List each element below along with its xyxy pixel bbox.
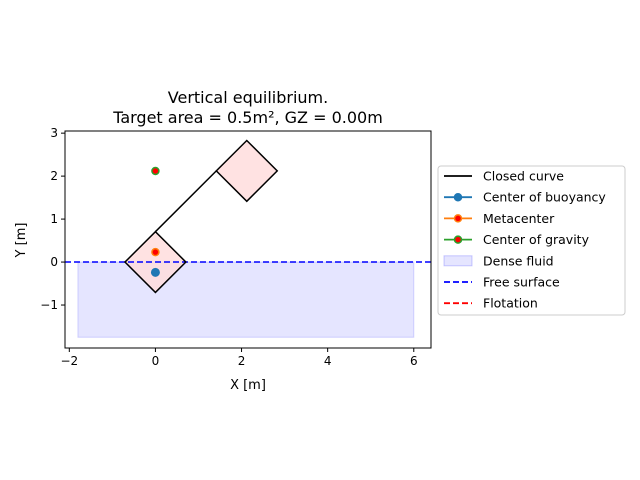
metacenter-point [151, 247, 160, 257]
connector-line [154, 170, 217, 233]
legend-entry: Center of gravity [444, 232, 590, 247]
legend-label: Closed curve [483, 169, 564, 184]
center-of-buoyancy-point [150, 267, 160, 277]
x-tick-label: 0 [152, 354, 160, 368]
legend-frame [437, 165, 626, 316]
plot-area [65, 139, 431, 338]
legend-label: Free surface [483, 275, 560, 290]
x-tick-label: 2 [238, 354, 246, 368]
y-tick-label: 2 [50, 169, 58, 183]
upper-diamond-fill [216, 140, 278, 202]
legend-label: Metacenter [483, 211, 555, 226]
center-of-gravity-point [151, 166, 160, 176]
y-axis-label: Y [m] [14, 223, 29, 259]
legend-entry: Closed curve [444, 169, 564, 184]
x-tick-label: 4 [324, 354, 332, 368]
legend-marker [453, 235, 463, 244]
legend: Closed curve Center of buoyancy Metacenter… [437, 165, 626, 316]
legend-entry: Metacenter [444, 211, 555, 226]
chart-title-line1: Vertical equilibrium. [168, 88, 328, 107]
y-tick-label: 1 [50, 212, 58, 226]
legend-entry: Center of buoyancy [444, 190, 606, 205]
legend-entry: Dense fluid [443, 253, 554, 268]
legend-label: Dense fluid [483, 253, 554, 268]
legend-label: Center of buoyancy [483, 190, 606, 205]
x-axis-label: X [m] [230, 378, 266, 393]
x-tick-label: 6 [410, 354, 418, 368]
legend-label: Flotation [483, 296, 538, 311]
axes-frame [64, 130, 432, 349]
legend-swatch [443, 255, 473, 267]
upper-diamond-outline [215, 139, 279, 203]
y-tick-label: 3 [50, 126, 58, 140]
x-tick-label: −2 [60, 354, 78, 368]
legend-marker [453, 192, 463, 202]
y-axis: −1 0 1 2 3 [40, 126, 65, 312]
legend-entry: Flotation [444, 296, 538, 311]
chart-title-line2: Target area = 0.5m², GZ = 0.00m [112, 108, 383, 127]
x-axis: −2 0 2 4 6 [60, 348, 418, 368]
y-tick-label: −1 [40, 298, 58, 312]
legend-marker [453, 214, 463, 223]
dense-fluid-area [77, 261, 415, 338]
y-tick-label: 0 [50, 255, 58, 269]
legend-entry: Free surface [444, 275, 560, 290]
legend-label: Center of gravity [483, 232, 590, 247]
